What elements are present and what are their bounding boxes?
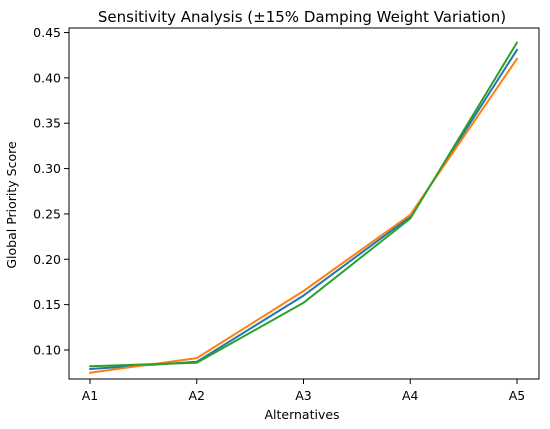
y-axis-label: Global Priority Score: [4, 141, 19, 269]
series-line-3: [89, 41, 518, 368]
x-axis: A1 A2 A3 A4 A5: [82, 379, 526, 403]
x-axis-label: Alternatives: [264, 407, 339, 422]
y-tick-label: 0.15: [33, 297, 61, 312]
y-axis: 0.10 0.15 0.20 0.25 0.30 0.35 0.40 0.45: [33, 25, 69, 357]
x-tick-label: A5: [509, 388, 526, 403]
y-tick-label: 0.40: [33, 70, 61, 85]
y-tick-label: 0.25: [33, 206, 61, 221]
x-tick-label: A3: [295, 388, 312, 403]
series-layer: [89, 41, 518, 374]
chart-title: Sensitivity Analysis (±15% Damping Weigh…: [98, 8, 506, 26]
y-tick-label: 0.30: [33, 161, 61, 176]
series-line-1: [89, 48, 518, 370]
y-tick-label: 0.10: [33, 342, 61, 357]
y-tick-label: 0.35: [33, 116, 61, 131]
x-tick-label: A4: [402, 388, 419, 403]
x-tick-label: A2: [188, 388, 205, 403]
x-tick-label: A1: [82, 388, 99, 403]
series-line-2: [89, 57, 518, 374]
plot-frame: [68, 27, 540, 380]
y-tick-label: 0.45: [33, 25, 61, 40]
y-tick-label: 0.20: [33, 252, 61, 267]
